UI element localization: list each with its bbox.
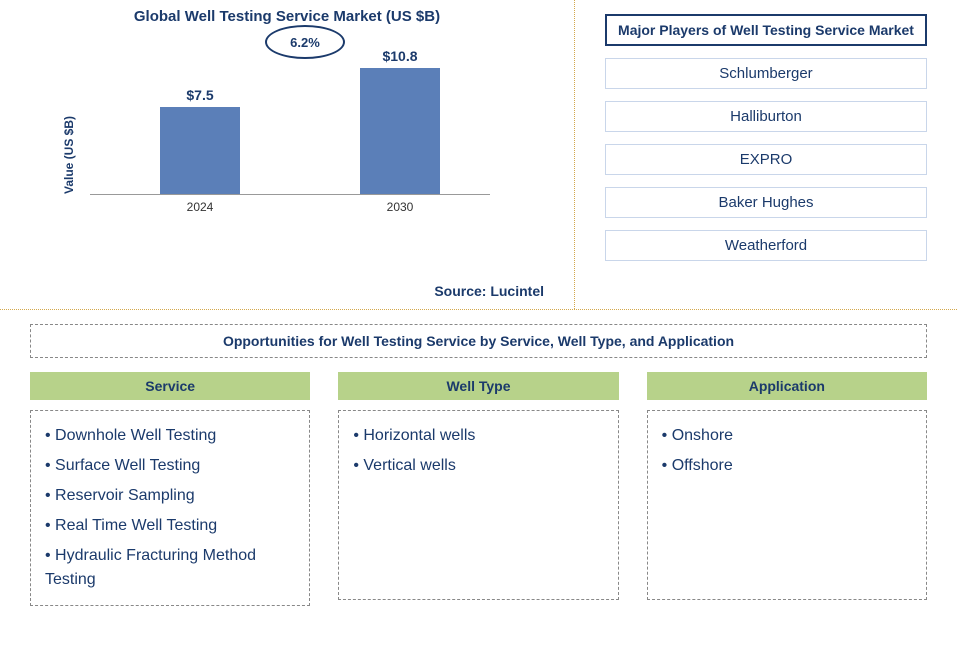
opportunities-title: Opportunities for Well Testing Service b… [30,324,927,358]
categories-row: Service Downhole Well TestingSurface Well… [0,372,957,606]
list-item: Horizontal wells [353,421,603,451]
chart-bar [160,107,240,195]
x-axis-tick-label: 2030 [360,200,440,214]
bar-value-label: $10.8 [360,48,440,64]
growth-rate-badge: 6.2% [265,25,345,59]
category-header: Well Type [338,372,618,400]
top-row: Global Well Testing Service Market (US $… [0,0,957,310]
list-item: Vertical wells [353,451,603,481]
list-item: Offshore [662,451,912,481]
list-item: Downhole Well Testing [45,421,295,451]
category-box: Horizontal wellsVertical wells [338,410,618,600]
player-item: Schlumberger [605,58,927,89]
chart-title: Global Well Testing Service Market (US $… [20,8,554,25]
category-list: Horizontal wellsVertical wells [353,421,603,481]
list-item: Hydraulic Fracturing Method Testing [45,541,295,595]
category-column: Application OnshoreOffshore [647,372,927,606]
players-panel: Major Players of Well Testing Service Ma… [575,0,957,309]
chart-bar [360,68,440,194]
x-axis-tick-label: 2024 [160,200,240,214]
category-header: Service [30,372,310,400]
player-item: Weatherford [605,230,927,261]
category-list: Downhole Well TestingSurface Well Testin… [45,421,295,595]
chart-area: Value (US $B) 6.2% $7.52024$10.82030 [60,55,554,255]
players-title: Major Players of Well Testing Service Ma… [605,14,927,46]
player-item: EXPRO [605,144,927,175]
category-header: Application [647,372,927,400]
list-item: Reservoir Sampling [45,481,295,511]
category-column: Service Downhole Well TestingSurface Well… [30,372,310,606]
players-list: Schlumberger Halliburton EXPRO Baker Hughes… [595,58,937,261]
list-item: Onshore [662,421,912,451]
list-item: Real Time Well Testing [45,511,295,541]
category-box: OnshoreOffshore [647,410,927,600]
player-item: Halliburton [605,101,927,132]
chart-panel: Global Well Testing Service Market (US $… [0,0,575,309]
bar-value-label: $7.5 [160,87,240,103]
chart-plot: 6.2% $7.52024$10.82030 [90,55,490,195]
player-item: Baker Hughes [605,187,927,218]
category-column: Well Type Horizontal wellsVertical wells [338,372,618,606]
list-item: Surface Well Testing [45,451,295,481]
y-axis-label: Value (US $B) [62,116,76,194]
growth-rate-text: 6.2% [290,35,320,50]
category-list: OnshoreOffshore [662,421,912,481]
category-box: Downhole Well TestingSurface Well Testin… [30,410,310,606]
infographic-container: Global Well Testing Service Market (US $… [0,0,957,667]
source-attribution: Source: Lucintel [434,283,544,299]
